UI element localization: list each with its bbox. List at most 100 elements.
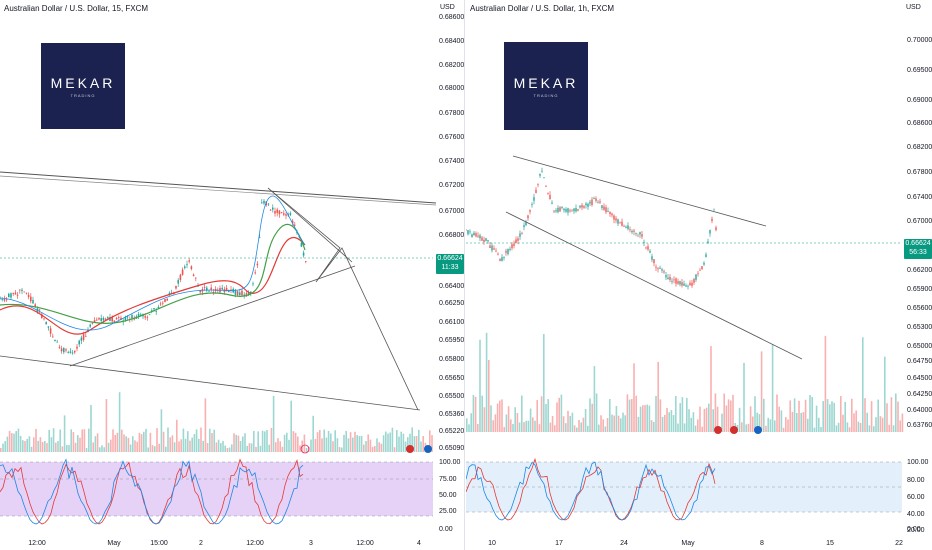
volume-bar	[595, 393, 598, 432]
volume-bar	[363, 444, 365, 452]
volume-bar	[888, 424, 890, 432]
candle	[619, 222, 621, 224]
volume-bar	[217, 439, 220, 452]
volume-bar	[895, 393, 897, 432]
candle	[221, 287, 223, 290]
candle	[553, 210, 555, 212]
currency-label: USD	[440, 4, 455, 11]
volume-bar	[527, 420, 530, 432]
volume-bar	[802, 412, 805, 432]
volume-bar	[321, 438, 323, 452]
candle	[250, 291, 252, 293]
volume-bar	[587, 425, 589, 432]
volume-bar	[376, 438, 378, 452]
volume-bar	[670, 410, 673, 432]
volume-bar	[683, 423, 686, 432]
volume-bar	[712, 409, 714, 432]
volume-bar	[327, 430, 330, 452]
candle	[78, 340, 80, 345]
candle	[567, 208, 569, 213]
volume-bar	[413, 436, 416, 452]
volume-bar	[297, 436, 299, 452]
time-label: 15	[826, 540, 834, 547]
volume-bar	[411, 427, 413, 452]
price-tick: 0.64000	[907, 407, 932, 414]
volume-bar	[209, 428, 211, 452]
candle	[148, 314, 151, 316]
stochastic-line	[466, 457, 716, 521]
candle	[647, 246, 649, 250]
volume-bar	[369, 439, 372, 452]
price-tick: 0.65090	[439, 445, 464, 452]
candle	[27, 294, 30, 298]
volume-bar	[538, 424, 541, 432]
price-chart-1h[interactable]: 0.70000 0.69500 0.69000 0.68600 0.68200 0.678…	[466, 0, 932, 550]
trendline-support	[69, 265, 356, 367]
time-label: 15:00	[150, 540, 168, 547]
volume-bar	[611, 414, 613, 432]
chart-pane-15m[interactable]: Australian Dollar / U.S. Dollar, 15, FXC…	[0, 0, 465, 550]
volume-bar	[341, 447, 343, 452]
volume-bar	[107, 442, 110, 452]
price-tick: 0.67200	[439, 182, 464, 189]
volume-bar	[233, 433, 235, 452]
candle	[707, 241, 709, 244]
volume-bar	[631, 399, 633, 432]
price-tick: 0.69500	[907, 67, 932, 74]
volume-bar	[859, 422, 862, 432]
volume-bar	[675, 396, 677, 432]
price-tick: 0.64500	[907, 375, 932, 382]
candle	[687, 285, 689, 287]
volume-bar	[356, 435, 358, 452]
candle	[63, 348, 65, 353]
volume-bar	[567, 410, 569, 432]
candle	[162, 302, 164, 304]
volume-bar	[206, 442, 209, 452]
price-chart-15m[interactable]: 0.68600 0.68400 0.68200 0.68000 0.67800 0.676…	[0, 0, 464, 550]
volume-bar	[472, 394, 475, 432]
volume-bar	[723, 393, 725, 432]
volume-bar	[780, 410, 783, 432]
volume-bar	[890, 397, 893, 432]
volume-bar	[617, 415, 620, 432]
candle	[225, 287, 228, 292]
candle	[14, 292, 17, 295]
volume-bar	[879, 416, 882, 432]
volume-bar	[235, 434, 237, 452]
volume-bar	[622, 412, 624, 432]
volume-bar	[378, 442, 380, 452]
volume-bar	[39, 437, 42, 452]
volume-bar	[26, 439, 28, 452]
volume-bar	[503, 427, 505, 432]
candle	[713, 209, 715, 211]
candle	[633, 230, 635, 232]
candle	[54, 339, 56, 342]
volume-bar	[134, 440, 136, 452]
volume-bar	[703, 408, 706, 432]
candle	[60, 348, 63, 352]
candle	[258, 237, 261, 239]
volume-bar	[626, 394, 629, 432]
candle	[212, 291, 215, 293]
volume-bar	[44, 441, 46, 452]
candle	[93, 320, 96, 323]
candle	[493, 248, 495, 250]
volume-bar	[767, 417, 769, 432]
volume-bar	[466, 418, 468, 432]
volume-bar	[565, 423, 567, 432]
volume-bar	[501, 399, 503, 432]
volume-bar	[248, 443, 251, 452]
candle	[36, 308, 39, 312]
volume-bar	[697, 419, 699, 432]
price-tick: 0.64250	[907, 391, 932, 398]
chart-pane-1h[interactable]: Australian Dollar / U.S. Dollar, 1h, FXC…	[466, 0, 932, 550]
volume-bar	[224, 445, 226, 452]
time-label: 17	[555, 540, 563, 547]
volume-bar	[400, 431, 402, 452]
volume-bar	[787, 419, 789, 432]
volume-bar	[393, 447, 396, 452]
volume-bar	[866, 412, 868, 432]
volume-bar	[820, 426, 822, 432]
candle	[661, 269, 663, 271]
volume-bar	[193, 434, 196, 452]
